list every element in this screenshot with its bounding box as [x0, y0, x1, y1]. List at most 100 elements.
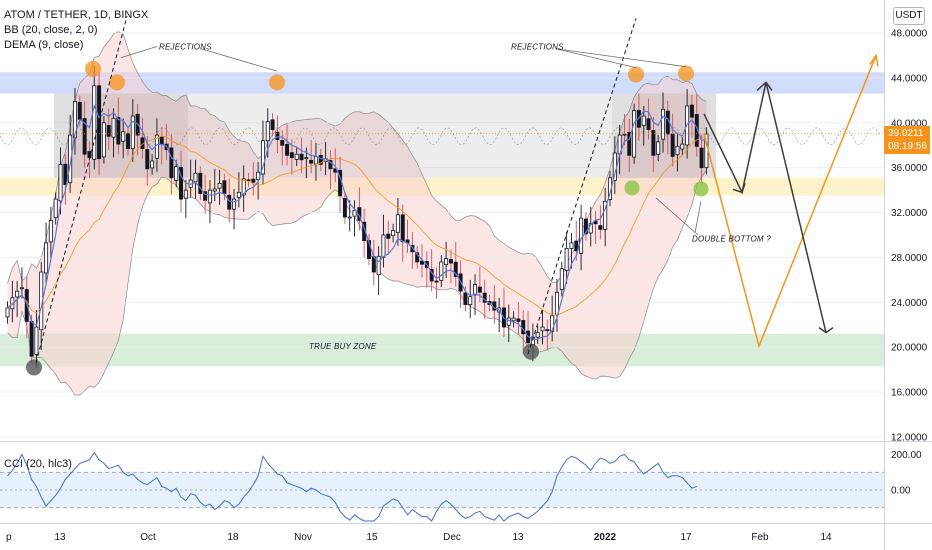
price-tick-label: 44.0000 — [891, 73, 928, 84]
candle-body — [246, 179, 251, 182]
candle-body — [92, 85, 97, 160]
cci-line — [7, 451, 697, 522]
candle-body — [29, 321, 34, 357]
candle-body — [232, 198, 237, 210]
candle-body — [579, 217, 584, 254]
price-tick-label: 24.0000 — [891, 298, 928, 309]
candle-body — [203, 191, 208, 201]
price-tick-label: 32.0000 — [891, 208, 928, 219]
candle-body — [342, 198, 347, 218]
projection-orange-arrowhead — [869, 53, 879, 67]
cci-legend[interactable]: CCI (20, hlc3) — [4, 458, 72, 470]
candle-body — [415, 252, 420, 263]
candle-body — [347, 216, 352, 219]
candle-body — [376, 255, 381, 276]
axes-layer: 12.0000 16.0000 20.0000 24.0000 28.0000 32.00… — [6, 29, 928, 544]
time-tick-label: 17 — [680, 532, 692, 543]
bb-lower — [7, 170, 707, 396]
price-tick-label: 28.0000 — [891, 253, 928, 264]
candle-body — [270, 119, 275, 130]
cci-tick-label: 0.00 — [891, 486, 911, 497]
currency-button[interactable]: USDT — [893, 7, 925, 25]
range-shading-layer — [0, 93, 881, 178]
range-box-mid — [188, 93, 612, 178]
last-price-value: 39.0211 — [888, 128, 924, 139]
candle-body — [5, 307, 10, 318]
projection-orange — [703, 55, 877, 349]
candle-body — [473, 283, 478, 296]
time-tick-label: 15 — [366, 532, 378, 543]
last-price-tag: 39.0211 08:19:56 — [884, 126, 930, 154]
candle-body — [444, 258, 449, 266]
candle-body — [126, 133, 131, 149]
candle-body — [545, 329, 550, 332]
trendline-left — [35, 16, 128, 364]
dema-legend[interactable]: DEMA (9, close) — [4, 39, 84, 51]
candle-body — [285, 143, 290, 156]
candle-body — [72, 101, 77, 139]
candle-body — [434, 280, 439, 283]
candle-body — [260, 140, 265, 175]
candle-body — [328, 160, 333, 170]
candle-body — [680, 143, 685, 150]
candle-body — [395, 214, 400, 233]
candle-body — [174, 166, 179, 181]
candle-body — [241, 178, 246, 196]
projection-dark-arrow1 — [732, 183, 746, 194]
double-bottom-line-b — [655, 197, 699, 236]
candle-body — [313, 156, 318, 165]
candle-body — [386, 233, 391, 239]
candle-body — [661, 108, 666, 140]
candle-body — [453, 261, 458, 277]
annotation-double-bottom: DOUBLE BOTTOM ? — [692, 234, 771, 243]
candle-body — [309, 159, 314, 164]
rejection-marker — [269, 74, 285, 91]
price-tick-label: 36.0000 — [891, 163, 928, 174]
candle-body — [689, 104, 694, 118]
candle-body — [574, 240, 579, 252]
time-tick-label: Dec — [443, 532, 461, 543]
candle-body — [169, 147, 174, 179]
projection-dark-arrow3 — [818, 327, 834, 334]
symbol-legend[interactable]: ATOM / TETHER, 1D, BINGX — [4, 9, 149, 21]
bar-countdown: 08:19:56 — [888, 141, 927, 152]
candle-body — [179, 167, 184, 200]
candle-body — [540, 326, 545, 332]
candle-body — [159, 136, 164, 145]
candle-body — [111, 117, 116, 138]
candle-body — [53, 198, 58, 219]
time-tick-label: 13 — [512, 532, 524, 543]
price-tick-label: 40.0000 — [891, 118, 928, 129]
annotation-rejections-right: REJECTIONS — [511, 42, 564, 51]
rejection-marker — [109, 74, 125, 91]
bb-legend[interactable]: BB (20, close, 2, 0) — [4, 24, 98, 36]
time-tick-label: p — [6, 532, 12, 543]
candle-body — [670, 133, 675, 157]
rejection-marker — [628, 66, 644, 83]
candle-body — [275, 131, 280, 141]
rejections-line-right-b — [555, 48, 687, 68]
time-tick-label: Oct — [140, 532, 156, 543]
candle-body — [82, 118, 87, 155]
price-tick-label: 48.0000 — [891, 29, 928, 40]
candle-body — [130, 115, 135, 149]
candle-body — [212, 188, 217, 192]
candle-body — [641, 115, 646, 126]
candle-body — [145, 149, 150, 170]
drawings-layer: REJECTIONS REJECTIONS DOUBLE BOTTOM ? TRUE … — [35, 16, 879, 364]
candle-body — [227, 194, 232, 210]
projection-dark-arrow2 — [756, 81, 773, 91]
annotation-true-buy-zone: TRUE BUY ZONE — [309, 342, 377, 351]
zone-true_buy_zone — [0, 333, 884, 367]
candle-body — [656, 141, 661, 155]
candle-body — [468, 296, 473, 305]
price-tick-label: 20.0000 — [891, 343, 928, 354]
candle-body — [352, 209, 357, 217]
candle-body — [63, 163, 68, 185]
candle-body — [58, 163, 63, 202]
candle-body — [622, 133, 627, 136]
buy-zone-marker — [26, 359, 42, 376]
double-bottom-line — [694, 201, 702, 233]
candle-body — [299, 153, 304, 161]
